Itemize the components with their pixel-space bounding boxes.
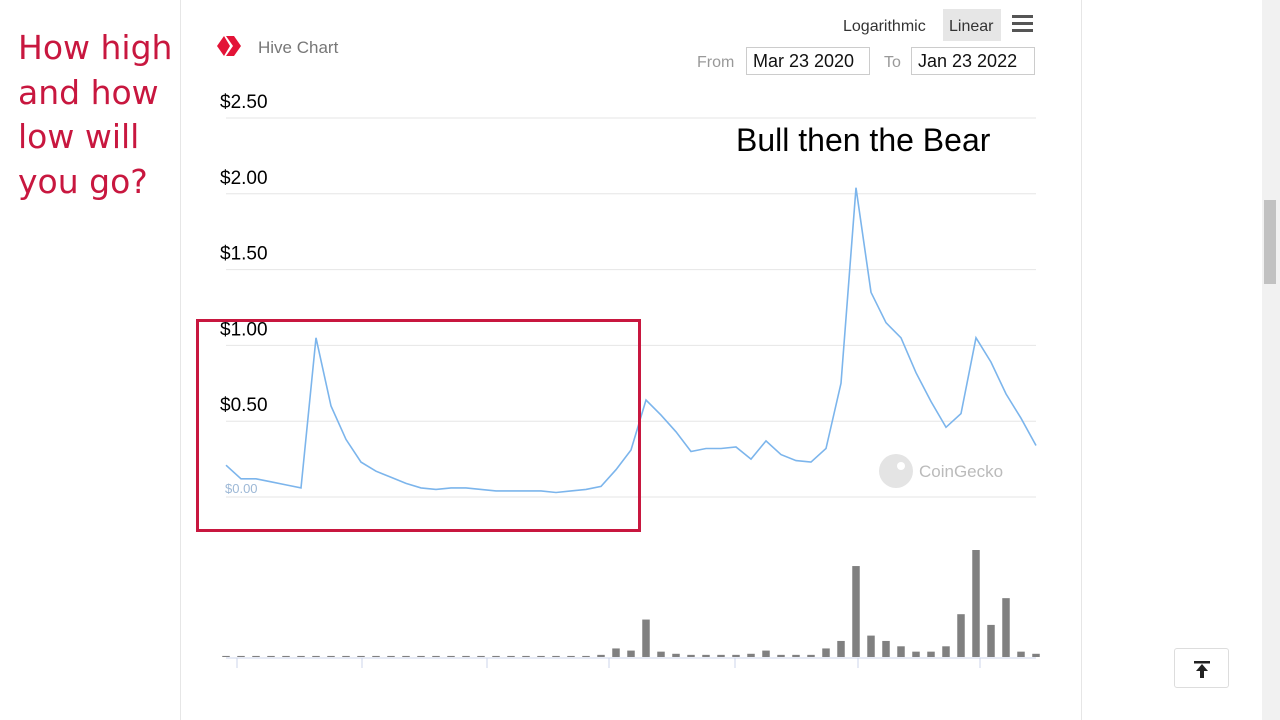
hive-logo <box>217 36 241 56</box>
y-tick-label: $0.50 <box>220 395 268 416</box>
volume-bar <box>477 655 485 657</box>
volume-bar <box>252 655 260 657</box>
volume-bar <box>957 614 965 657</box>
volume-bar <box>852 566 860 657</box>
highlight-box <box>196 319 641 532</box>
volume-bar <box>432 655 440 657</box>
volume-bar <box>747 653 755 657</box>
volume-bar <box>732 654 740 657</box>
price-line <box>225 187 1037 494</box>
menu-button[interactable] <box>1012 15 1033 32</box>
scrollbar[interactable] <box>1262 0 1280 720</box>
volume-bar <box>402 655 410 657</box>
volume-bar <box>462 655 470 657</box>
volume-bar <box>282 655 290 657</box>
volume-bar <box>342 655 350 657</box>
volume-bar <box>597 654 605 657</box>
volume-bar <box>372 655 380 657</box>
volume-bar <box>792 654 800 657</box>
volume-bar <box>867 635 875 657</box>
volume-bar <box>237 655 245 657</box>
volume-bar <box>972 550 980 657</box>
watermark: CoinGecko <box>919 462 1003 481</box>
watermark-logo <box>879 454 913 488</box>
volume-bar <box>807 654 815 657</box>
back-to-top[interactable] <box>1174 648 1229 688</box>
y-tick-label: $0.00 <box>225 481 258 496</box>
volume-bar <box>492 655 500 657</box>
volume-bar <box>672 653 680 657</box>
volume-bar <box>897 646 905 657</box>
volume-bar <box>912 651 920 657</box>
y-tick-label: $2.00 <box>220 168 268 189</box>
scale-button[interactable]: Logarithmic <box>843 18 926 35</box>
to-input[interactable] <box>911 47 1035 75</box>
volume-bar <box>882 640 890 657</box>
volume-bar <box>822 648 830 657</box>
volume-bar <box>312 655 320 657</box>
volume-bar <box>657 651 665 657</box>
volume-bar <box>297 655 305 657</box>
volume-bar <box>387 655 395 657</box>
to-label: To <box>884 54 901 71</box>
volume-bar <box>762 650 770 657</box>
volume-bar <box>1032 653 1040 657</box>
volume-bar <box>777 654 785 657</box>
chart-card <box>180 0 1082 720</box>
volume-bar <box>1002 598 1010 657</box>
scale-button[interactable]: Linear <box>949 18 994 35</box>
volume-bar <box>687 654 695 657</box>
volume-bar <box>327 655 335 657</box>
volume-bar <box>537 655 545 657</box>
plot: $0.00 $0.50 $1.00 $1.50 $2.00 $2.50 <box>220 92 1040 657</box>
volume-bar <box>567 655 575 657</box>
x-axis-ticks <box>236 658 981 668</box>
volume-bar <box>1017 651 1025 657</box>
volume-bar <box>522 655 530 657</box>
volume-bar <box>642 619 650 657</box>
sidebar-note: How high and how low will you go? <box>18 28 173 201</box>
from-date[interactable]: Mar 23 2020 <box>753 51 854 71</box>
volume-bar <box>627 650 635 657</box>
to-date[interactable]: Jan 23 2022 <box>918 51 1017 71</box>
volume-bar <box>612 648 620 657</box>
back-to-top-icon <box>1194 661 1210 678</box>
y-tick-label: $1.00 <box>220 319 268 340</box>
volume-bar <box>507 655 515 657</box>
volume-bar <box>582 655 590 657</box>
chart-title: Hive Chart <box>258 38 339 57</box>
volume-bar <box>552 655 560 657</box>
volume-bar <box>942 646 950 657</box>
volume-bar <box>222 655 230 657</box>
volume-bar <box>987 624 995 657</box>
scrollbar-thumb[interactable] <box>1264 200 1276 284</box>
y-tick-label: $2.50 <box>220 92 268 113</box>
volume-bar <box>717 654 725 657</box>
from-input[interactable] <box>746 47 870 75</box>
scale-button-bg[interactable] <box>943 9 1001 41</box>
volume-bar <box>357 655 365 657</box>
volume-bar <box>837 640 845 657</box>
volume-bar <box>267 655 275 657</box>
volume-bar <box>447 655 455 657</box>
volume-bar <box>927 651 935 657</box>
volume-bar <box>417 655 425 657</box>
volume-bar <box>702 654 710 657</box>
y-tick-label: $1.50 <box>220 244 268 265</box>
from-label: From <box>697 54 734 71</box>
annotation: Bull then the Bear <box>736 122 991 158</box>
